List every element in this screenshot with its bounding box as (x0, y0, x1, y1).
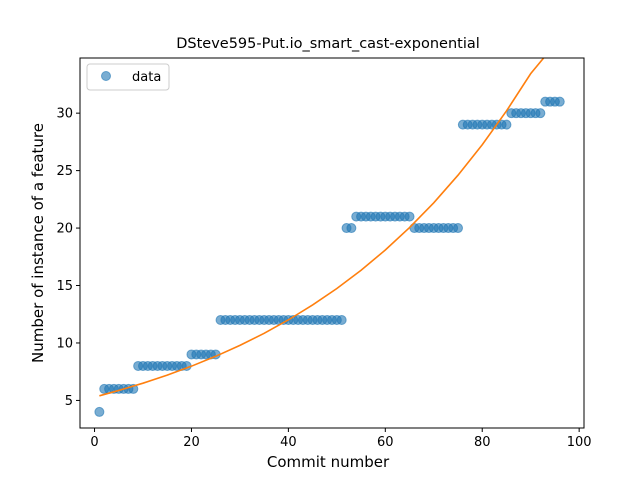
fit-line (99, 58, 545, 397)
data-point (346, 223, 357, 234)
y-tick-label: 25 (56, 164, 73, 179)
x-tick-label: 40 (280, 435, 297, 450)
y-tick-label: 30 (56, 107, 73, 122)
axes-frame (79, 57, 585, 429)
x-axis-title: Commit number (267, 453, 390, 471)
legend-marker (101, 71, 111, 81)
legend-box (86, 63, 170, 91)
x-tick-label: 100 (567, 435, 592, 450)
x-tick-label: 0 (90, 435, 98, 450)
x-tick-label: 20 (183, 435, 200, 450)
data-point (336, 314, 347, 325)
y-tick-label: 15 (56, 279, 73, 294)
x-tick-label: 80 (474, 435, 491, 450)
legend-label-data: data (132, 70, 161, 85)
data-point (535, 108, 546, 119)
data-point (404, 211, 415, 222)
data-point (453, 223, 463, 234)
data-point (94, 406, 105, 417)
y-tick-label: 20 (56, 222, 73, 237)
y-axis-title: Number of instance of a feature (29, 123, 47, 363)
chart-title: DSteve595-Put.io_smart_cast-exponential (176, 36, 480, 52)
data-point (501, 119, 512, 130)
y-tick-label: 5 (65, 394, 73, 409)
data-point (554, 96, 565, 107)
x-tick-label: 60 (377, 435, 394, 450)
plot-area: 0 20 40 60 80 100 5 10 15 20 25 30 (56, 57, 592, 450)
y-tick-label: 10 (56, 336, 73, 351)
legend: data (86, 63, 170, 91)
